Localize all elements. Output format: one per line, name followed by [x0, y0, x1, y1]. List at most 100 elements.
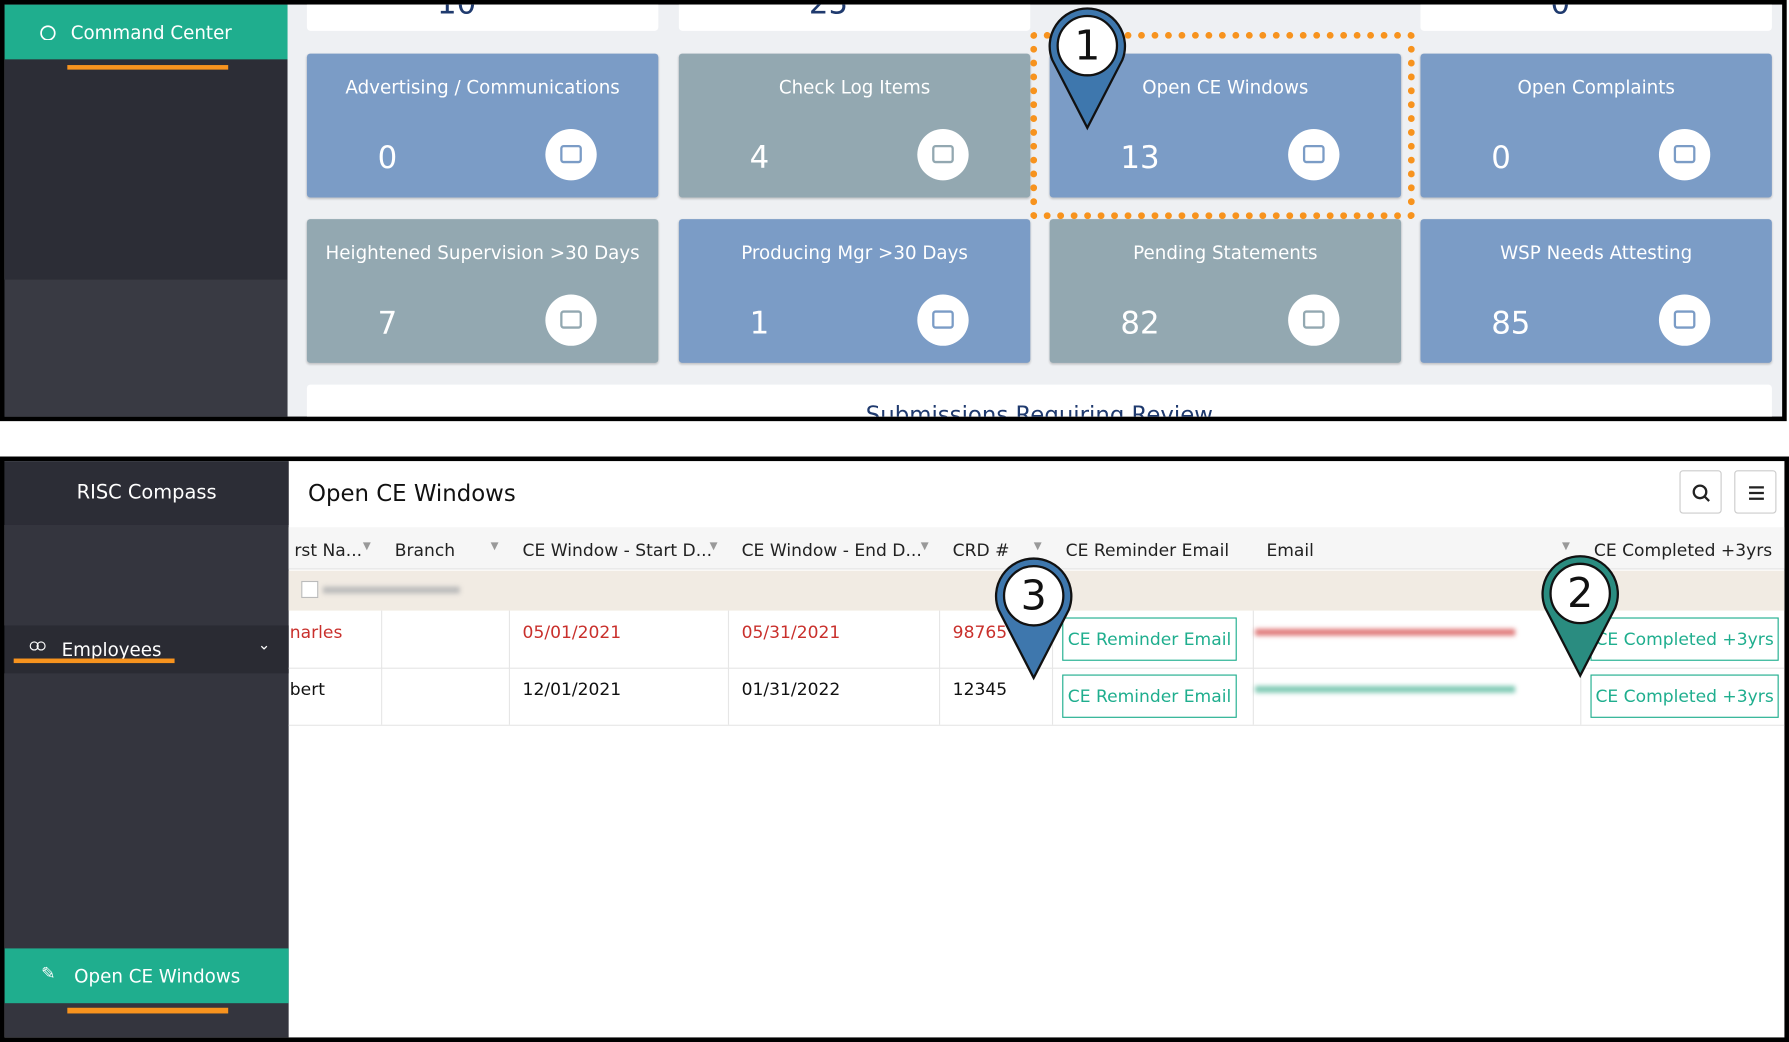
cell-crd: 12345	[952, 679, 1008, 700]
sort-caret: ▼	[362, 540, 371, 553]
sort-caret: ▼	[1561, 540, 1570, 553]
icon-glyph	[1302, 310, 1325, 329]
tile-value: 7	[377, 305, 398, 342]
column-header[interactable]: Email	[1266, 539, 1314, 561]
blurred-text	[322, 586, 460, 594]
menu-button[interactable]	[1734, 470, 1777, 514]
column-header[interactable]: rst Na...	[294, 539, 363, 561]
column-header[interactable]: CE Window - Start D...	[522, 539, 713, 561]
tile-label: Open Complaints	[1517, 76, 1675, 99]
tile[interactable]: Open Complaints 0	[1420, 53, 1772, 198]
search-button[interactable]	[1679, 470, 1722, 514]
underline	[13, 658, 175, 664]
tile-icon	[1288, 128, 1340, 181]
reminder-button[interactable]: CE Reminder Email	[1062, 674, 1237, 718]
tile-icon	[1288, 294, 1340, 346]
icon-glyph	[560, 310, 582, 329]
marker-circle	[1056, 14, 1119, 77]
reminder-button[interactable]: CE Reminder Email	[1062, 617, 1237, 661]
partial-tile[interactable]: 0	[1420, 0, 1772, 31]
tile[interactable]: Advertising / Communications 0	[306, 53, 659, 198]
tile-value: 0	[1491, 140, 1511, 176]
app-header: RISC Compass	[4, 461, 289, 525]
partial-value: 10	[436, 0, 477, 22]
section-card: Submissions Requiring Review	[306, 384, 1772, 422]
cell-first: bert	[289, 679, 325, 700]
active-underline	[67, 1007, 229, 1014]
tile[interactable]: Check Log Items 4	[678, 53, 1031, 198]
nav-open-ce[interactable]: ✎ Open CE Windows	[4, 948, 289, 1004]
cell-end: 01/31/2022	[741, 679, 841, 700]
search-icon	[1692, 484, 1710, 502]
sort-caret: ▼	[920, 540, 929, 553]
icon-glyph	[1673, 144, 1696, 164]
partial-tile[interactable]: 10	[306, 0, 659, 31]
sort-caret: ▼	[1033, 540, 1042, 553]
tile-label: Advertising / Communications	[345, 76, 620, 99]
partial-tile[interactable]: 25	[678, 0, 1031, 31]
tile-icon	[917, 128, 969, 181]
sort-caret: ▼	[709, 540, 718, 553]
sidebar-lower	[4, 279, 288, 417]
tile-label: Check Log Items	[778, 76, 931, 99]
completed-button[interactable]: CE Completed +3yrs	[1590, 617, 1779, 661]
cell-start: 12/01/2021	[522, 679, 622, 700]
app-name: RISC Compass	[76, 481, 217, 505]
chevron: ⌄	[257, 636, 271, 654]
page-title: Open CE Windows	[308, 479, 516, 507]
tile-icon	[545, 128, 597, 181]
sort-caret: ▼	[490, 540, 499, 553]
menu-icon	[1749, 486, 1764, 500]
tile-label: Producing Mgr >30 Days	[741, 241, 968, 264]
nav-employees[interactable]: Employees ⌄	[4, 625, 289, 674]
marker-circle	[1549, 562, 1612, 625]
nav-label: Open CE Windows	[74, 964, 241, 987]
checkbox[interactable]	[301, 580, 319, 599]
column-header[interactable]: CE Window - End D...	[741, 539, 922, 561]
blurred-email	[1255, 685, 1516, 693]
icon-glyph	[1302, 144, 1325, 164]
tile-icon	[545, 294, 597, 346]
tile[interactable]: Heightened Supervision >30 Days 7	[306, 219, 659, 363]
sidebar: RISC Compass Employees ⌄ ✎ Open CE Windo…	[4, 461, 289, 1038]
tile-value: 82	[1120, 305, 1160, 342]
tile-value: 1	[749, 305, 770, 342]
column-header[interactable]: CE Reminder Email	[1065, 539, 1230, 561]
active-underline	[67, 65, 229, 70]
highlight-box	[1030, 31, 1415, 220]
tile-value: 0	[377, 140, 398, 176]
cell-end: 05/31/2021	[741, 622, 841, 643]
bottom-panel: RISC Compass Employees ⌄ ✎ Open CE Windo…	[0, 456, 1789, 1042]
tile-icon	[917, 294, 969, 346]
cell-first: narles	[289, 622, 343, 643]
marker-number: 1	[1074, 21, 1100, 69]
marker-number: 2	[1567, 569, 1593, 617]
cell-crd: 98765	[952, 622, 1008, 643]
tile[interactable]: WSP Needs Attesting 85	[1420, 219, 1772, 363]
icon	[29, 641, 46, 651]
icon-glyph	[1673, 310, 1696, 329]
nav-command-center[interactable]: Command Center	[4, 4, 288, 60]
sidebar: Command Center	[4, 4, 288, 417]
tile[interactable]: Pending Statements 82	[1049, 219, 1402, 363]
tile-label: Open CE Windows	[1142, 76, 1309, 99]
partial-value: 25	[808, 0, 849, 22]
marker: 3	[994, 557, 1073, 681]
nav-label: Command Center	[70, 21, 232, 43]
marker-number: 3	[1021, 571, 1047, 619]
marker: 1	[1048, 7, 1127, 131]
column-header[interactable]: Branch	[394, 539, 456, 561]
icon-glyph	[932, 144, 954, 164]
section-heading: Submissions Requiring Review	[865, 400, 1213, 422]
completed-button[interactable]: CE Completed +3yrs	[1590, 674, 1779, 718]
tile[interactable]: Producing Mgr >30 Days 1	[678, 219, 1031, 363]
tile-label: WSP Needs Attesting	[1500, 241, 1693, 264]
partial-value: 0	[1550, 0, 1571, 22]
icon-glyph	[560, 144, 582, 164]
column-header[interactable]: CE Completed +3yrs	[1593, 539, 1773, 561]
row-line	[288, 724, 1785, 726]
icon: ✎	[41, 963, 56, 984]
column-header[interactable]: CRD #	[952, 539, 1010, 561]
